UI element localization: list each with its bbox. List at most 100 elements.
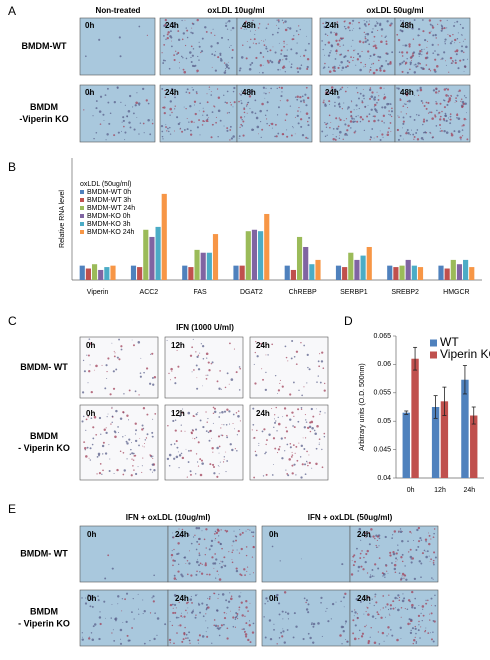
cell (395, 552, 398, 555)
cell (344, 623, 346, 625)
cell (411, 603, 414, 607)
cell (245, 530, 247, 532)
cell (341, 643, 343, 645)
cell (198, 41, 200, 43)
micrograph (261, 589, 351, 647)
cell (409, 555, 413, 559)
cell (108, 444, 110, 446)
cell (265, 39, 266, 41)
cell (177, 38, 181, 42)
cell (403, 103, 405, 105)
cell (361, 101, 364, 104)
cell (309, 421, 312, 424)
cell (397, 597, 399, 599)
cell (402, 116, 405, 119)
cell (225, 22, 227, 24)
cell (365, 25, 367, 27)
cell (201, 530, 203, 532)
cell (405, 92, 408, 95)
cell (96, 455, 99, 458)
cell (417, 27, 421, 31)
cell (259, 109, 262, 113)
time-label: 0h (269, 530, 278, 539)
cell (430, 597, 433, 600)
cell (126, 634, 129, 637)
cell (372, 71, 376, 75)
cell (90, 632, 93, 634)
cell (226, 606, 229, 609)
cell (208, 369, 211, 372)
cell (215, 577, 217, 579)
cell (177, 563, 180, 565)
cell (424, 538, 428, 541)
cell (228, 423, 231, 425)
cell (223, 556, 226, 559)
cell (195, 614, 197, 616)
cell (173, 577, 177, 580)
bar (411, 265, 417, 280)
cell (143, 610, 146, 613)
bar (366, 246, 372, 280)
cell (189, 470, 192, 473)
cell (255, 29, 256, 31)
error-bar (413, 346, 418, 371)
cell (418, 55, 420, 57)
cell (248, 95, 252, 98)
cell (171, 603, 174, 606)
cell (210, 544, 213, 548)
cell (154, 413, 157, 415)
cell (188, 533, 190, 535)
cell (284, 28, 288, 32)
cell (112, 629, 114, 631)
cell (303, 344, 305, 347)
cell (226, 372, 229, 375)
cell (434, 33, 437, 37)
cell (426, 40, 428, 42)
cell (98, 616, 102, 619)
cell (323, 389, 326, 392)
cell (200, 459, 203, 462)
cell (352, 564, 355, 567)
cell (389, 554, 391, 556)
cell (92, 625, 95, 628)
x-tick-label: HMGCR (443, 289, 469, 296)
micrograph (159, 84, 238, 143)
cell (124, 598, 126, 601)
cell (168, 372, 170, 375)
cell (361, 100, 363, 102)
time-label: 12h (171, 409, 185, 418)
cell (130, 474, 133, 477)
cell (413, 19, 416, 21)
cell (271, 343, 274, 346)
cell (186, 602, 188, 604)
cell (122, 473, 125, 476)
cell (375, 68, 378, 72)
cell (219, 370, 221, 372)
cell (419, 637, 421, 639)
cell (416, 89, 419, 92)
cell (183, 129, 186, 131)
cell (179, 67, 180, 69)
cell (418, 624, 420, 626)
cell (420, 576, 422, 578)
cell (454, 59, 457, 62)
cell (150, 353, 152, 355)
cell (123, 125, 125, 128)
cell (396, 87, 398, 89)
cell (381, 35, 383, 37)
cell (97, 452, 101, 456)
cell (306, 462, 308, 464)
cell (406, 129, 409, 132)
cell (339, 88, 342, 91)
cell (281, 457, 284, 460)
cell (413, 119, 416, 121)
cell (114, 352, 116, 354)
cell (391, 537, 393, 539)
cell (142, 427, 145, 430)
cell (205, 378, 208, 380)
cell (336, 53, 338, 55)
cell (372, 45, 375, 48)
cell (266, 50, 269, 53)
cell (305, 104, 308, 107)
bar (104, 267, 110, 280)
